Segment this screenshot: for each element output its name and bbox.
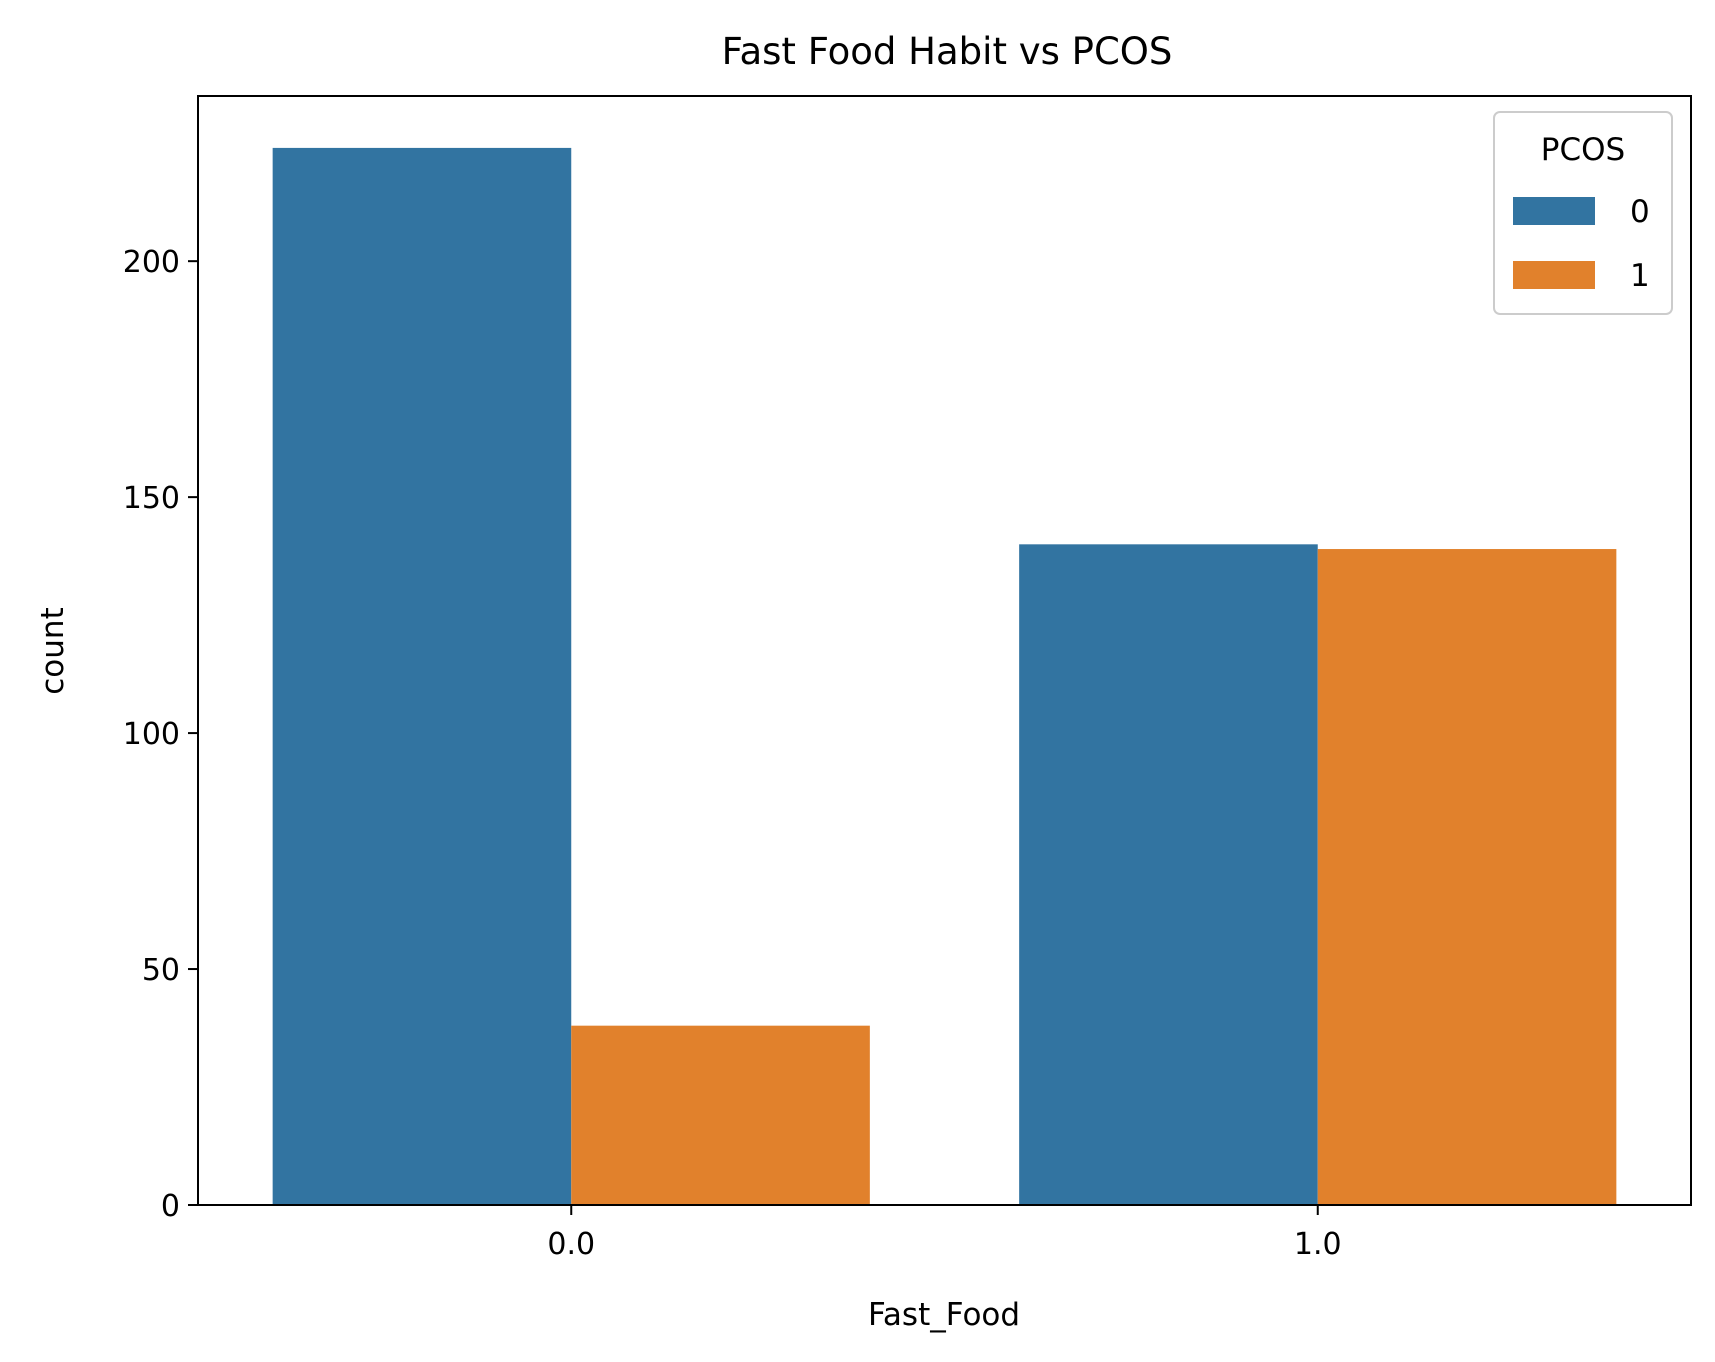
legend-label-0: 0 (1630, 194, 1650, 230)
bars-group (272, 147, 1617, 1205)
chart-title: Fast Food Habit vs PCOS (722, 30, 1173, 73)
y-tick-label: 0 (161, 1189, 180, 1224)
y-axis: 0 50 100 150 200 (123, 245, 198, 1224)
legend-swatch-0 (1513, 197, 1595, 225)
legend: PCOS 01 (1493, 111, 1673, 315)
x-axis: 0.0 1.0 (547, 1205, 1342, 1262)
x-tick-label: 0.0 (547, 1227, 595, 1262)
y-tick-label: 150 (123, 481, 180, 516)
x-axis-label: Fast_Food (868, 1297, 1020, 1333)
x-tick-label: 1.0 (1294, 1227, 1342, 1262)
bar-1.0-pcos-0 (1019, 544, 1318, 1205)
legend-label-1: 1 (1630, 258, 1650, 294)
bar-1.0-pcos-1 (1317, 549, 1617, 1205)
plot-frame (197, 95, 1692, 1206)
bar-0.0-pcos-0 (272, 147, 572, 1205)
bar-0.0-pcos-1 (571, 1025, 870, 1205)
legend-swatch-1 (1513, 261, 1595, 289)
y-tick-label: 200 (123, 245, 180, 280)
y-tick-label: 50 (142, 953, 180, 988)
legend-title: PCOS (1541, 132, 1625, 168)
legend-items: 01 (1513, 194, 1650, 294)
y-axis-label: count (35, 607, 71, 694)
y-tick-label: 100 (123, 717, 180, 752)
